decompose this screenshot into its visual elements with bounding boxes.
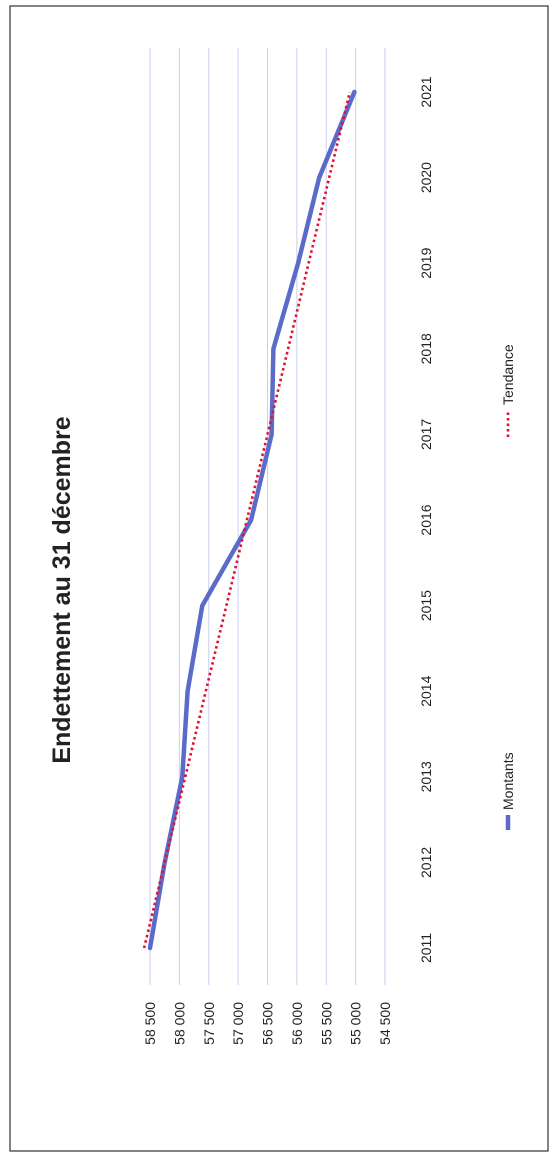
- y-tick-label: 57 000: [230, 1002, 246, 1045]
- x-tick-label: 2013: [418, 761, 434, 792]
- x-tick-label: 2020: [418, 162, 434, 193]
- chart-border: [10, 6, 548, 1151]
- y-tick-labels: 58 500 58 000 57 500 57 000 56 500 56 000 55 5…: [142, 1002, 393, 1045]
- x-tick-label: 2011: [418, 933, 434, 963]
- x-tick-label: 2021: [418, 76, 434, 107]
- x-tick-label: 2015: [418, 590, 434, 621]
- x-tick-label: 2014: [418, 675, 434, 706]
- y-tick-label: 56 000: [289, 1002, 305, 1045]
- y-tick-label: 55 500: [318, 1002, 334, 1045]
- x-tick-label: 2019: [418, 247, 434, 278]
- x-tick-label: 2017: [418, 419, 434, 450]
- y-tick-label: 56 500: [260, 1002, 276, 1045]
- y-tick-label: 54 500: [377, 1002, 393, 1045]
- y-tick-label: 58 500: [142, 1002, 158, 1045]
- x-tick-label: 2012: [418, 847, 434, 878]
- x-tick-label: 2016: [418, 504, 434, 535]
- legend-label: Tendance: [500, 344, 516, 405]
- legend-label: Montants: [500, 752, 516, 810]
- chart-title: Endettement au 31 décembre: [48, 416, 76, 763]
- y-tick-label: 55 000: [348, 1002, 364, 1045]
- y-tick-label: 58 000: [171, 1002, 187, 1045]
- y-tick-label: 57 500: [201, 1002, 217, 1045]
- x-tick-label: 2018: [418, 333, 434, 364]
